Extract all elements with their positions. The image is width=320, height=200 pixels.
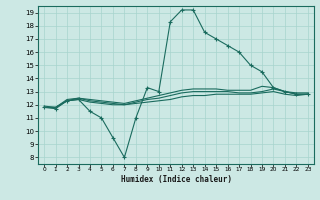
- X-axis label: Humidex (Indice chaleur): Humidex (Indice chaleur): [121, 175, 231, 184]
